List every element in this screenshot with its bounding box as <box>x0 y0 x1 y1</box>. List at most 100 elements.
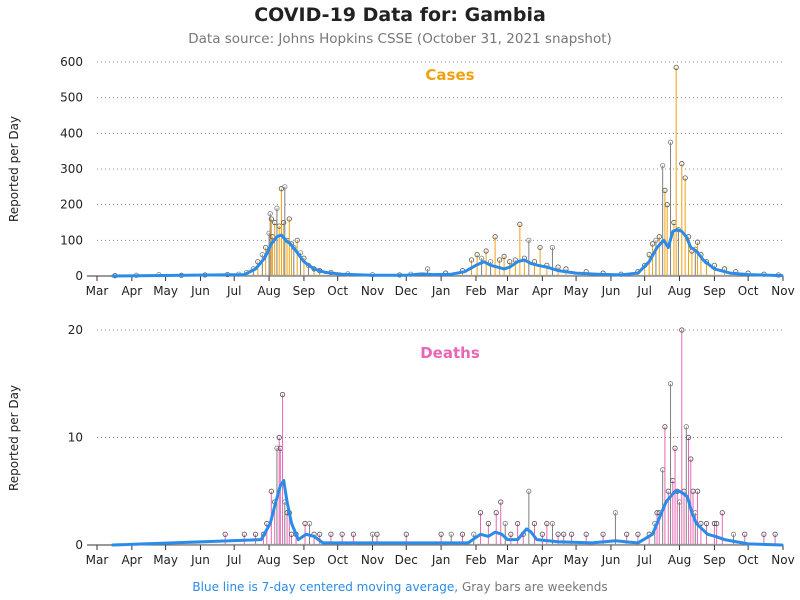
cases-daily-point <box>267 210 273 217</box>
deaths-daily-point <box>600 531 606 537</box>
deaths-x-tick-label: Jul <box>636 553 651 567</box>
page-subtitle: Data source: Johns Hopkins CSSE (October… <box>188 31 612 47</box>
cases-y-tick-label: 100 <box>60 233 83 247</box>
deaths-daily-point <box>498 499 504 505</box>
deaths-daily-point <box>694 488 701 494</box>
deaths-daily-point <box>268 488 274 494</box>
deaths-daily-point <box>241 531 247 537</box>
deaths-x-tick-label: Jul <box>226 553 241 567</box>
deaths-x-tick-label: Feb <box>465 553 486 567</box>
cases-daily-point <box>425 266 431 272</box>
deaths-daily-point <box>685 434 692 441</box>
deaths-x-tick-label: Jun <box>190 553 210 567</box>
cases-daily-point <box>537 244 543 251</box>
deaths-y-tick-label: 10 <box>68 431 83 445</box>
cases-x-tick-label: Jul <box>636 284 651 298</box>
cases-x-tick-label: Apr <box>121 284 142 298</box>
footnote: Blue line is 7-day centered moving avera… <box>0 580 800 594</box>
cases-daily-point <box>492 234 498 240</box>
cases-daily-point <box>653 237 659 243</box>
deaths-daily-point <box>703 520 710 527</box>
deaths-daily-point <box>531 520 538 527</box>
cases-x-tick-label: May <box>153 284 178 298</box>
cases-x-tick-label: Jun <box>601 284 621 298</box>
cases-daily-point <box>263 244 269 251</box>
deaths-daily-point <box>555 531 561 537</box>
deaths-x-tick-label: Apr <box>121 553 142 567</box>
deaths-daily-point <box>493 510 499 516</box>
cases-daily-point <box>468 257 475 263</box>
deaths-daily-point <box>485 520 491 527</box>
cases-daily-point <box>483 248 489 254</box>
deaths-x-tick-label: Nov <box>771 553 794 567</box>
deaths-daily-point <box>714 520 720 527</box>
cases-daily-point <box>282 184 288 190</box>
deaths-daily-point <box>683 424 689 430</box>
cases-x-tick-label: Oct <box>738 284 759 298</box>
deaths-daily-point <box>549 520 556 527</box>
deaths-daily-point <box>508 531 514 537</box>
deaths-daily-point <box>730 531 737 537</box>
deaths-daily-point <box>459 531 466 537</box>
cases-x-tick-label: Sep <box>703 284 726 298</box>
cases-panel-title: Cases <box>425 66 474 84</box>
page-title: COVID-19 Data for: Gambia <box>254 4 546 26</box>
deaths-daily-point <box>502 520 508 527</box>
deaths-daily-point <box>667 381 674 387</box>
deaths-daily-point <box>514 520 521 527</box>
cases-daily-point <box>281 219 287 226</box>
cases-daily-point <box>501 253 507 259</box>
deaths-daily-point <box>635 531 641 537</box>
deaths-daily-point <box>252 531 259 537</box>
deaths-daily-point <box>761 531 767 537</box>
deaths-x-tick-label: May <box>153 553 178 567</box>
cases-daily-point <box>507 259 513 265</box>
cases-x-tick-label: Nov <box>361 284 384 298</box>
deaths-x-tick-label: Sep <box>703 553 726 567</box>
cases-y-tick-label: 500 <box>60 91 83 105</box>
cases-daily-point <box>664 202 670 208</box>
deaths-daily-point <box>477 510 484 516</box>
deaths-daily-point <box>438 531 444 537</box>
deaths-x-tick-label: Jun <box>601 553 621 567</box>
cases-daily-point <box>682 175 688 181</box>
deaths-daily-point <box>350 531 357 537</box>
cases-x-tick-label: Aug <box>668 284 691 298</box>
cases-daily-point <box>660 162 666 169</box>
cases-moving-average-line <box>111 228 784 278</box>
deaths-x-tick-label: May <box>564 553 589 567</box>
cases-x-tick-label: Sep <box>293 284 316 298</box>
deaths-panel-title: Deaths <box>420 344 480 362</box>
cases-daily-point <box>694 239 701 245</box>
deaths-daily-point <box>672 445 678 451</box>
cases-daily-point <box>649 241 656 247</box>
cases-x-tick-label: Jan <box>431 284 451 298</box>
cases-y-tick-label: 300 <box>60 162 83 176</box>
deaths-daily-point <box>772 531 778 537</box>
deaths-daily-point <box>698 520 704 527</box>
footnote-moving-average: Blue line is 7-day centered moving avera… <box>192 580 459 594</box>
deaths-daily-point <box>583 531 589 537</box>
deaths-y-axis-label: Reported per Day <box>7 385 21 491</box>
cases-x-tick-label: Jul <box>226 284 241 298</box>
deaths-x-tick-label: Apr <box>532 553 553 567</box>
cases-x-tick-label: Nov <box>771 284 794 298</box>
deaths-daily-point <box>612 510 619 516</box>
cases-y-tick-label: 400 <box>60 126 83 140</box>
deaths-daily-point <box>471 531 477 537</box>
deaths-moving-average-line <box>111 479 784 547</box>
cases-daily-point <box>479 255 485 261</box>
cases-daily-point <box>497 257 503 263</box>
footnote-weekends: Gray bars are weekends <box>461 580 608 594</box>
cases-daily-point <box>673 64 679 70</box>
cases-daily-point <box>646 252 652 258</box>
cases-x-tick-label: Aug <box>257 284 280 298</box>
deaths-daily-point <box>526 488 532 494</box>
deaths-x-tick-label: Dec <box>395 553 418 567</box>
cases-daily-point <box>294 237 300 243</box>
deaths-daily-point <box>561 531 567 537</box>
deaths-daily-point <box>222 531 228 537</box>
cases-y-axis-label: Reported per Day <box>7 116 21 222</box>
deaths-daily-point <box>539 531 545 537</box>
